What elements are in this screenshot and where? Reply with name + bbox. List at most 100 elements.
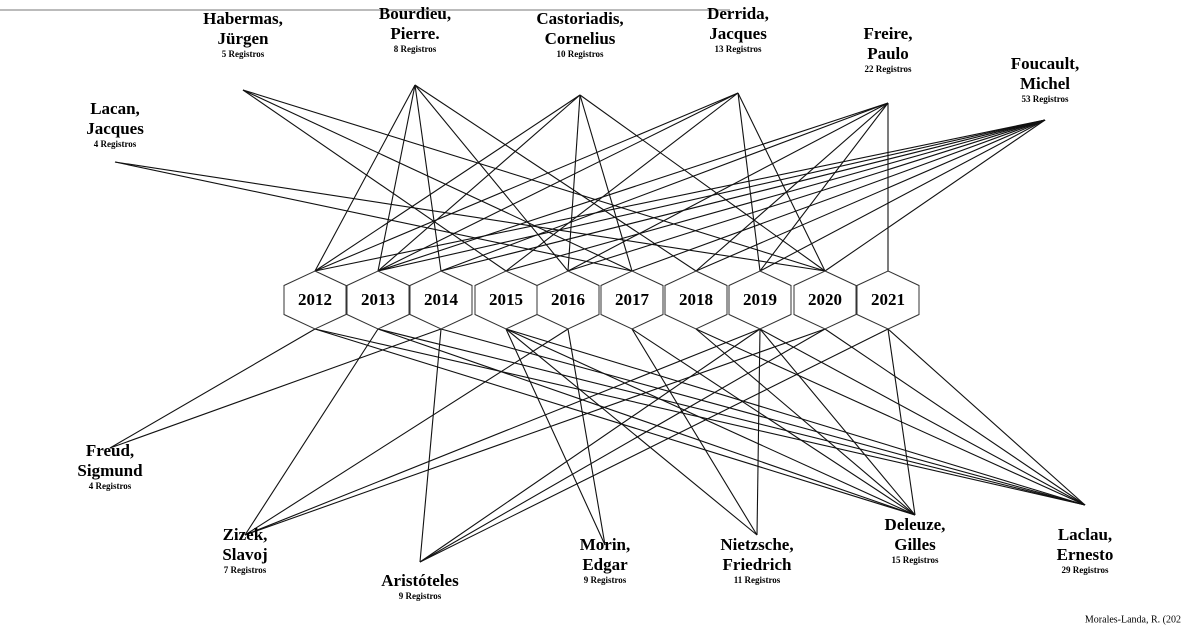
edge bbox=[314, 84, 416, 272]
author-records: 10 Registros bbox=[556, 49, 604, 59]
author-records: 53 Registros bbox=[1021, 94, 1069, 104]
edge bbox=[377, 84, 416, 272]
edges bbox=[109, 84, 1086, 563]
edge bbox=[567, 119, 1046, 272]
edge bbox=[242, 89, 507, 272]
author-name: Aristóteles bbox=[381, 571, 459, 590]
author-records: 8 Registros bbox=[394, 44, 437, 54]
edge bbox=[505, 328, 1086, 506]
edge bbox=[759, 119, 1046, 272]
edge bbox=[695, 119, 1046, 272]
author-name: Ernesto bbox=[1057, 545, 1114, 564]
year-label: 2019 bbox=[743, 290, 777, 309]
edge bbox=[759, 102, 889, 272]
edge bbox=[579, 94, 826, 272]
author-name: Cornelius bbox=[545, 29, 616, 48]
edge bbox=[567, 102, 889, 272]
author-name: Foucault, bbox=[1011, 54, 1079, 73]
edge bbox=[377, 328, 1086, 506]
author-records: 9 Registros bbox=[584, 575, 627, 585]
edge bbox=[824, 328, 1086, 506]
author-name: Michel bbox=[1020, 74, 1070, 93]
author-records: 15 Registros bbox=[891, 555, 939, 565]
edge bbox=[242, 89, 633, 272]
edge bbox=[887, 328, 1086, 506]
edge bbox=[314, 119, 1046, 272]
author-name: Sigmund bbox=[77, 461, 143, 480]
author-name: Lacan, bbox=[90, 99, 140, 118]
author-name: Friedrich bbox=[723, 555, 792, 574]
edge bbox=[109, 328, 442, 449]
year-label: 2015 bbox=[489, 290, 523, 309]
edge bbox=[242, 89, 826, 272]
edge bbox=[505, 119, 1046, 272]
author-name: Castoriadis, bbox=[536, 9, 623, 28]
year-label: 2016 bbox=[551, 290, 585, 309]
edge bbox=[756, 328, 761, 536]
nodes: 2012 2013 2014 2015 2016 2017 2018 2019 2020 2021… bbox=[77, 4, 1113, 601]
edge bbox=[244, 328, 826, 536]
edge bbox=[440, 102, 889, 272]
author-records: 29 Registros bbox=[1061, 565, 1109, 575]
year-hexagon bbox=[409, 270, 473, 330]
author-name: Laclau, bbox=[1058, 525, 1112, 544]
edge bbox=[244, 328, 379, 536]
edge bbox=[109, 328, 316, 449]
edge bbox=[377, 92, 739, 272]
year-label: 2020 bbox=[808, 290, 842, 309]
author-name: Pierre. bbox=[390, 24, 439, 43]
author-records: 13 Registros bbox=[714, 44, 762, 54]
edge bbox=[695, 102, 889, 272]
author-name: Paulo bbox=[867, 44, 909, 63]
author-records: 4 Registros bbox=[89, 481, 132, 491]
author-name: Jacques bbox=[86, 119, 144, 138]
edge bbox=[505, 328, 916, 516]
edge bbox=[631, 328, 916, 516]
edge bbox=[114, 161, 633, 272]
edge bbox=[419, 328, 889, 563]
edge bbox=[440, 328, 1086, 506]
edge bbox=[414, 84, 569, 272]
edge bbox=[314, 328, 1086, 506]
author-name: Deleuze, bbox=[885, 515, 946, 534]
year-hexagon bbox=[283, 270, 347, 330]
year-hexagon bbox=[346, 270, 410, 330]
edge bbox=[737, 92, 761, 272]
author-name: Morin, bbox=[580, 535, 631, 554]
year-hexagon bbox=[793, 270, 857, 330]
author-name: Derrida, bbox=[707, 4, 769, 23]
author-records: 7 Registros bbox=[224, 565, 267, 575]
author-name: Zizek, bbox=[223, 525, 268, 544]
credit: Morales-Landa, R. (202 bbox=[1085, 614, 1181, 625]
edge bbox=[244, 328, 761, 536]
author-name: Jürgen bbox=[218, 29, 270, 48]
author-name: Edgar bbox=[582, 555, 628, 574]
year-hexagon bbox=[856, 270, 920, 330]
edge bbox=[114, 161, 826, 272]
edge bbox=[631, 119, 1046, 272]
edge bbox=[695, 328, 1086, 506]
edge bbox=[419, 328, 761, 563]
year-label: 2014 bbox=[424, 290, 459, 309]
edge bbox=[505, 92, 739, 272]
edge bbox=[759, 328, 916, 516]
year-hexagon bbox=[664, 270, 728, 330]
author-name: Habermas, bbox=[203, 9, 283, 28]
edge bbox=[631, 328, 758, 536]
edge bbox=[377, 94, 581, 272]
author-name: Freire, bbox=[864, 24, 913, 43]
author-name: Jacques bbox=[709, 24, 767, 43]
edge bbox=[377, 102, 889, 272]
edge bbox=[567, 94, 581, 272]
year-hexagon bbox=[600, 270, 664, 330]
year-label: 2013 bbox=[361, 290, 395, 309]
edge bbox=[567, 328, 606, 546]
author-name: Gilles bbox=[894, 535, 936, 554]
edge bbox=[759, 328, 1086, 506]
year-label: 2017 bbox=[615, 290, 650, 309]
edge bbox=[414, 84, 442, 272]
edge bbox=[377, 119, 1046, 272]
edge bbox=[440, 119, 1046, 272]
